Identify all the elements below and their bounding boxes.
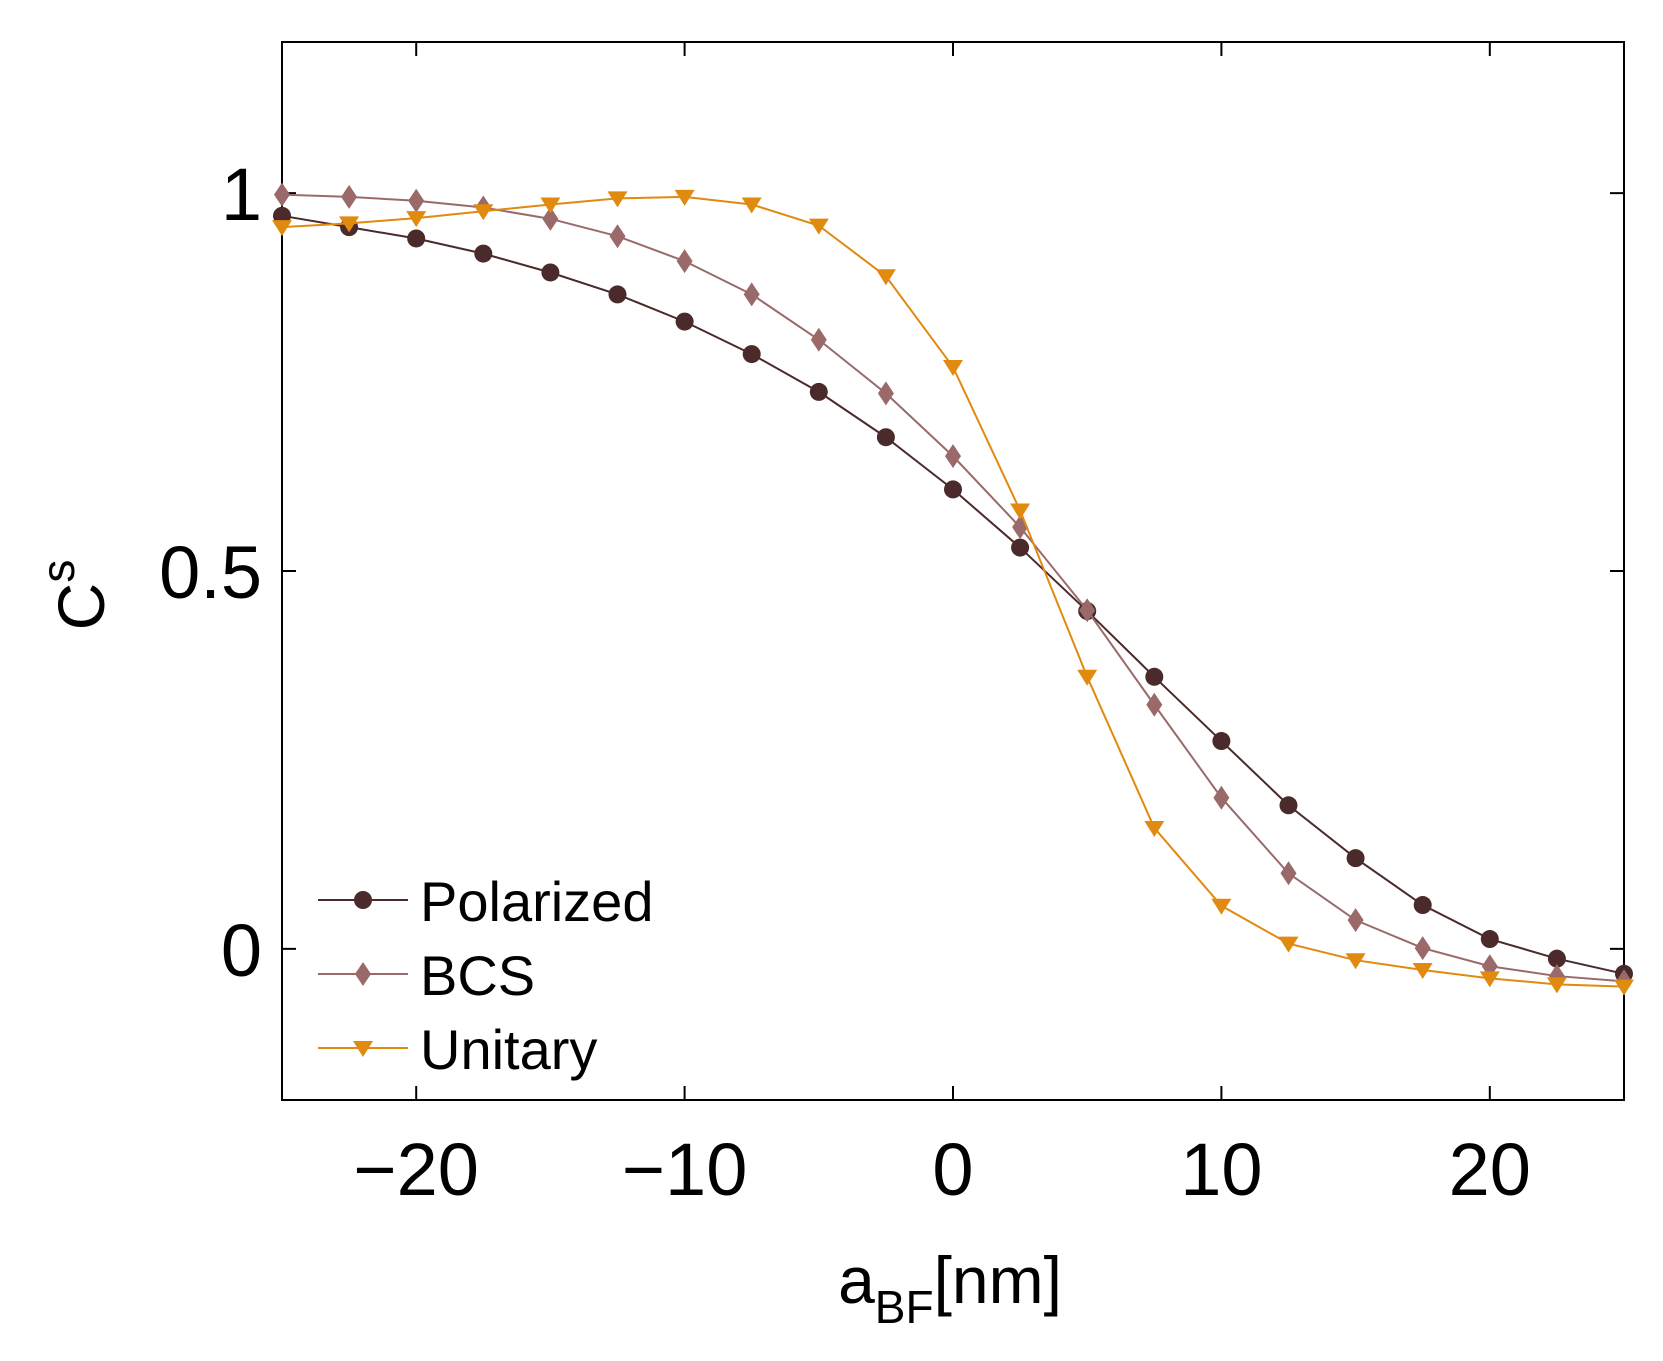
series-unitary [272, 189, 1634, 996]
y-tick-label: 0.5 [159, 531, 262, 614]
series-line-bcs [281, 193, 1625, 983]
legend-item-bcs: BCS [318, 944, 535, 1007]
data-point-bcs [1146, 692, 1163, 717]
data-point-bcs [945, 444, 961, 469]
data-point-unitary [1077, 669, 1098, 686]
data-point-unitary [473, 204, 494, 221]
data-point-unitary [808, 218, 829, 235]
data-point-polarized [809, 382, 828, 401]
data-point-polarized [407, 229, 426, 248]
data-point-polarized [1011, 538, 1030, 557]
y-tick-label: 0 [221, 909, 262, 992]
x-axis-label-main: a [838, 1243, 875, 1317]
data-point-unitary [1278, 936, 1299, 953]
data-point-bcs [609, 224, 626, 249]
data-point-polarized [1279, 796, 1298, 815]
data-point-unitary [1412, 963, 1433, 980]
data-point-polarized [541, 263, 560, 282]
y-axis-label: Cs [32, 560, 118, 631]
data-point-bcs [676, 249, 693, 274]
data-point-unitary [272, 220, 292, 237]
data-point-bcs [1347, 908, 1364, 933]
data-point-polarized [1413, 896, 1432, 915]
y-axis-label-main: C [44, 583, 118, 631]
x-tick-label: 10 [1180, 1128, 1262, 1211]
legend-label-bcs: BCS [420, 944, 535, 1007]
data-point-bcs [274, 182, 290, 207]
data-point-polarized [675, 312, 694, 331]
legend-label-unitary: Unitary [420, 1018, 597, 1081]
data-point-polarized [1145, 667, 1164, 686]
series-line-polarized [281, 214, 1625, 975]
data-point-bcs [341, 184, 358, 209]
y-axis: 00.51 [159, 153, 1624, 992]
x-tick-label: −10 [622, 1128, 748, 1211]
data-point-unitary [607, 191, 628, 208]
data-point-unitary [1211, 898, 1232, 915]
series-line-unitary [281, 195, 1625, 988]
data-point-unitary [1345, 953, 1366, 970]
legend-marker-unitary [353, 1041, 373, 1057]
data-point-unitary [674, 189, 695, 206]
legend-marker-polarized [354, 891, 372, 909]
x-axis-label-suffix: [nm] [934, 1243, 1062, 1317]
data-point-bcs [408, 188, 425, 213]
legend-marker-bcs [355, 962, 371, 986]
x-axis: −20 −10 0 10 20 [353, 42, 1531, 1211]
x-axis-label-sub: BF [875, 1281, 934, 1333]
data-point-polarized [474, 244, 493, 263]
data-point-bcs [877, 381, 894, 406]
x-tick-label: 20 [1449, 1128, 1531, 1211]
legend: Polarized BCS Unitary [318, 870, 653, 1081]
data-point-unitary [406, 211, 427, 228]
x-axis-label: aBF[nm] [838, 1243, 1062, 1333]
data-point-bcs [542, 206, 559, 231]
data-point-bcs [1280, 861, 1297, 886]
data-point-polarized [608, 285, 627, 304]
legend-item-polarized: Polarized [318, 870, 653, 933]
data-point-unitary [1546, 977, 1567, 994]
data-point-bcs [1414, 936, 1431, 961]
data-point-unitary [1614, 979, 1634, 996]
data-point-unitary [540, 197, 561, 214]
data-point-unitary [875, 269, 896, 286]
data-point-unitary [1144, 820, 1165, 837]
x-tick-label: −20 [353, 1128, 479, 1211]
data-series [272, 182, 1634, 996]
data-point-bcs [743, 282, 760, 307]
data-point-polarized [876, 428, 895, 447]
data-point-unitary [943, 359, 963, 376]
legend-item-unitary: Unitary [318, 1018, 597, 1081]
legend-label-polarized: Polarized [420, 870, 653, 933]
data-point-unitary [741, 197, 762, 214]
data-point-polarized [1547, 949, 1566, 968]
data-point-unitary [339, 216, 360, 233]
data-point-bcs [810, 327, 827, 352]
data-point-unitary [1010, 503, 1031, 520]
data-point-polarized [1346, 849, 1365, 868]
x-tick-label: 0 [932, 1128, 973, 1211]
data-point-polarized [1212, 732, 1231, 751]
data-point-polarized [944, 480, 962, 499]
y-tick-label: 1 [221, 153, 262, 236]
data-point-unitary [1479, 971, 1500, 988]
series-polarized [273, 206, 1633, 983]
data-point-polarized [742, 345, 761, 364]
data-point-polarized [1480, 930, 1499, 949]
y-axis-label-sup: s [32, 560, 84, 583]
data-point-bcs [1213, 785, 1230, 810]
data-point-bcs [1079, 598, 1096, 623]
